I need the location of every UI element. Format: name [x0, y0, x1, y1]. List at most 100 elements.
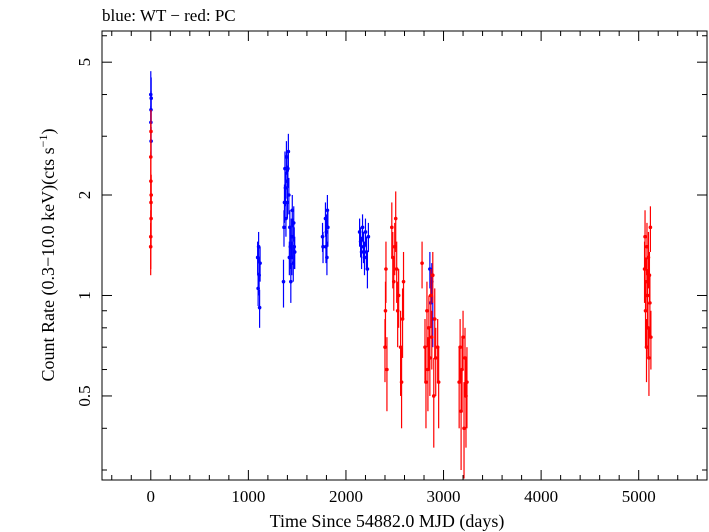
point-marker — [430, 335, 434, 339]
point-marker — [391, 279, 396, 284]
plot-frame — [101, 30, 708, 481]
y-axis-label: Count Rate (0.3−10.0 keV)(cts s−1) — [36, 129, 59, 382]
data-points — [148, 71, 653, 479]
point-marker — [363, 230, 368, 234]
data-point — [363, 218, 368, 247]
data-point — [647, 327, 651, 396]
data-point — [462, 382, 466, 479]
point-marker — [281, 279, 286, 284]
x-tick-label: 1000 — [231, 487, 265, 506]
point-marker — [385, 367, 389, 372]
series-pc — [148, 109, 653, 479]
data-point — [433, 327, 438, 396]
plot-area: 0 1000 2000 3000 4000 5000 0.5 1 2 5 — [75, 30, 708, 506]
point-marker — [289, 279, 293, 284]
y-tick-label: 2 — [75, 191, 94, 200]
data-point — [428, 251, 432, 289]
data-point — [149, 109, 153, 157]
y-axis-label-close: ) — [38, 129, 59, 135]
data-point — [424, 347, 428, 429]
point-marker — [465, 380, 469, 384]
point-marker — [257, 305, 262, 310]
data-point — [428, 327, 432, 396]
data-point — [394, 241, 399, 303]
data-point — [359, 236, 364, 270]
point-marker — [383, 308, 388, 313]
point-marker — [384, 267, 388, 271]
point-marker — [649, 335, 653, 339]
data-point — [289, 263, 293, 303]
point-marker — [428, 356, 432, 360]
point-marker — [643, 234, 647, 239]
data-point — [257, 289, 262, 328]
data-point — [643, 210, 647, 270]
data-point — [465, 347, 469, 429]
data-point — [648, 206, 653, 252]
point-marker — [436, 380, 441, 384]
point-marker — [258, 261, 262, 265]
point-marker — [458, 345, 462, 349]
y-tick-label: 1 — [75, 291, 94, 300]
point-marker — [396, 293, 401, 298]
data-point — [360, 214, 365, 242]
data-point — [649, 310, 653, 370]
point-marker — [424, 380, 428, 384]
data-point — [287, 177, 291, 215]
point-marker — [366, 234, 371, 239]
point-marker — [432, 317, 437, 321]
data-point — [286, 133, 291, 172]
point-marker — [390, 225, 394, 230]
point-marker — [148, 234, 153, 239]
point-marker — [399, 380, 404, 384]
point-marker — [461, 335, 465, 339]
point-marker — [359, 250, 364, 254]
point-marker — [401, 279, 406, 284]
data-point — [430, 310, 434, 370]
point-marker — [425, 308, 429, 313]
point-marker — [393, 216, 398, 221]
point-marker — [292, 250, 297, 254]
point-marker — [149, 129, 153, 134]
data-point — [436, 347, 441, 429]
point-marker — [430, 273, 435, 278]
x-tick-label: 5000 — [622, 487, 656, 506]
point-marker — [431, 394, 436, 398]
point-marker — [420, 261, 424, 265]
axis-ticks: 0 1000 2000 3000 4000 5000 0.5 1 2 5 — [75, 31, 707, 506]
point-marker — [645, 293, 650, 298]
data-point — [258, 246, 262, 282]
point-marker — [429, 293, 433, 298]
y-axis-label-superscript: −1 — [36, 135, 50, 148]
point-marker — [282, 225, 286, 230]
data-point — [396, 269, 401, 328]
x-tick-label: 4000 — [524, 487, 558, 506]
data-point — [461, 310, 465, 370]
data-point — [431, 357, 436, 448]
point-marker — [325, 255, 329, 260]
point-marker — [291, 221, 296, 225]
data-point — [281, 259, 286, 308]
data-point — [648, 275, 652, 338]
point-marker — [648, 225, 653, 230]
point-marker — [321, 244, 325, 249]
point-marker — [394, 267, 399, 271]
point-marker — [362, 255, 367, 260]
point-marker — [433, 356, 438, 360]
point-marker — [149, 96, 153, 100]
data-point — [148, 210, 153, 270]
data-point — [430, 251, 435, 303]
point-marker — [286, 149, 291, 154]
data-point — [425, 281, 429, 348]
point-marker — [326, 225, 330, 230]
data-point — [321, 231, 325, 264]
data-point — [391, 257, 396, 311]
data-point — [390, 202, 394, 258]
data-point — [365, 251, 370, 289]
point-marker — [462, 426, 466, 431]
y-axis-label-main: Count Rate (0.3−10.0 keV)(cts s — [38, 147, 59, 381]
y-tick-label: 0.5 — [75, 385, 94, 406]
data-point — [400, 288, 405, 358]
x-axis-label: Time Since 54882.0 MJD (days) — [270, 511, 505, 532]
data-point — [384, 241, 388, 303]
